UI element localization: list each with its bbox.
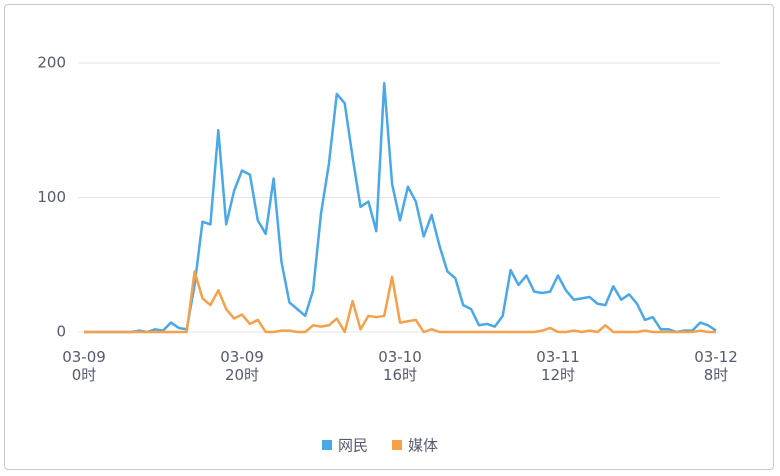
x-tick-label: 03-09 20时 (220, 348, 264, 384)
legend-label: 媒体 (408, 437, 438, 455)
legend-swatch (392, 440, 402, 450)
y-tick-label: 100 (37, 188, 66, 206)
chart-frame (4, 4, 774, 470)
x-tick-label: 03-10 16时 (378, 348, 422, 384)
y-tick-label: 200 (37, 54, 66, 72)
series-line (84, 81, 717, 334)
legend-label: 网民 (338, 437, 368, 455)
x-tick-label: 03-12 8时 (694, 348, 738, 384)
series-line (84, 270, 716, 334)
x-tick-label: 03-09 0时 (62, 348, 106, 384)
y-tick-label: 0 (56, 323, 66, 341)
x-tick-label: 03-11 12时 (536, 348, 580, 384)
legend-swatch (322, 440, 332, 450)
